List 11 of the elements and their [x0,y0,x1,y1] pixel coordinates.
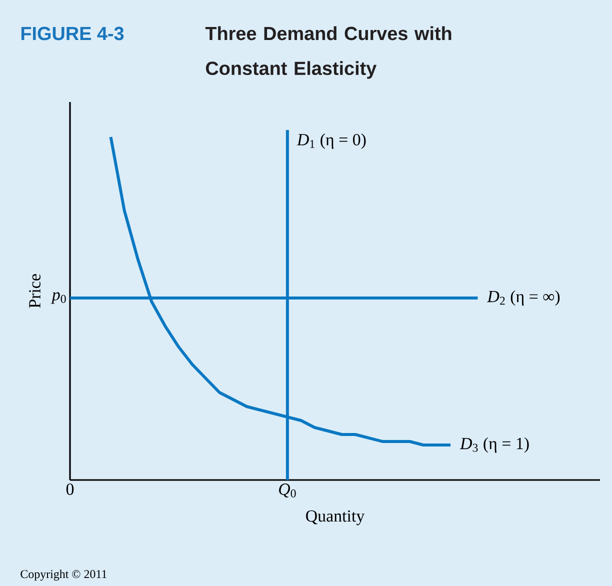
series-label: D$_{3}$ (η = 1) [460,437,529,453]
x-axis-title: Quantity [306,510,365,526]
series-label: D$_{2}$ (η = ∞) [487,290,560,306]
y-axis-title: Price [29,274,40,308]
text: p$_{0}$ [50,292,66,304]
series-label: D$_{1}$ (η = 0) [296,134,366,149]
x-tick-label: Q$_{0}$ [279,484,296,498]
chart-subtitle: Three Demand Curves with Constant Elasticity [205,26,452,79]
chart-title: FIGURE 4-3 [21,26,124,40]
text: Copyright © 2011 [20,570,107,581]
x-tick-label: 0 [66,484,74,495]
